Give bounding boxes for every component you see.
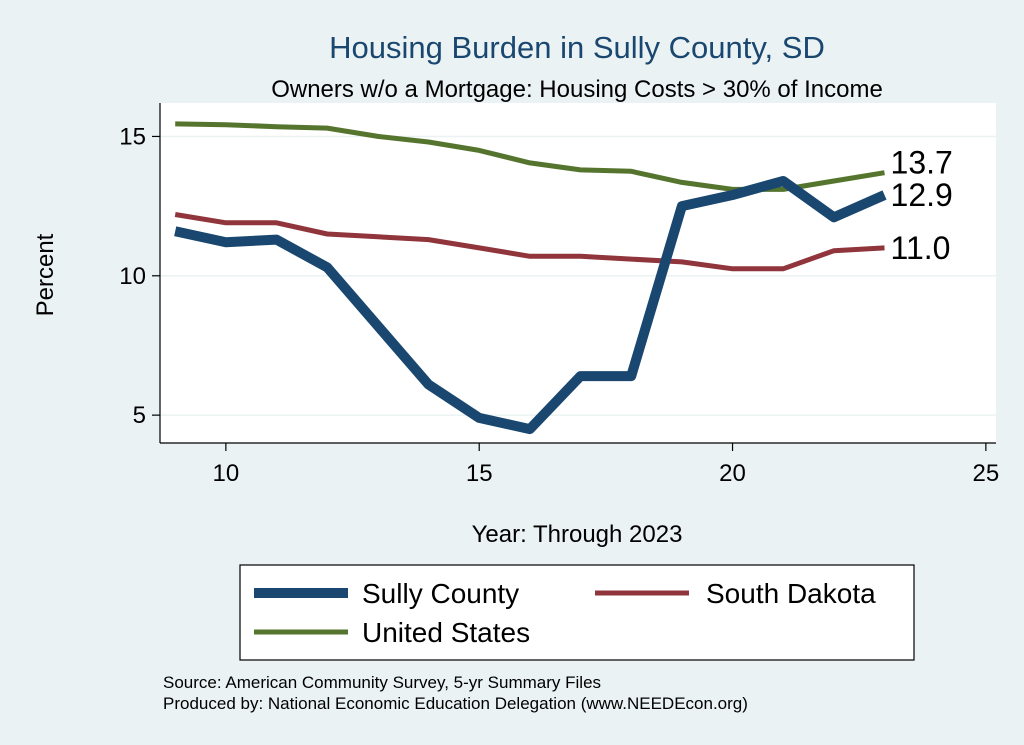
x-tick-label: 10: [213, 460, 240, 487]
legend-box: [239, 564, 915, 661]
series-lines: [174, 121, 887, 435]
grid-lines: [160, 135, 996, 416]
legend-label-united-states: United States: [362, 617, 530, 648]
legend-label-sully-county: Sully County: [362, 578, 519, 609]
end-labels: 12.9 11.0 13.7: [891, 145, 953, 266]
x-ticks: 10 15 20 25: [213, 443, 1000, 487]
chart-title: Housing Burden in Sully County, SD: [329, 30, 825, 65]
x-tick-label: 15: [466, 460, 493, 487]
source-note: Source: American Community Survey, 5-yr …: [163, 673, 601, 692]
end-label-south-dakota: 11.0: [891, 230, 951, 266]
y-axis-title: Percent: [32, 233, 59, 316]
plot-area: [160, 103, 996, 443]
produced-by-note: Produced by: National Economic Education…: [163, 694, 748, 713]
end-label-united-states: 13.7: [891, 145, 953, 181]
x-axis-title: Year: Through 2023: [472, 521, 683, 548]
series-line-south-dakota: [174, 212, 885, 272]
series-line-sully-county: [174, 176, 887, 435]
x-tick-label: 25: [973, 460, 1000, 487]
y-ticks: 5 10 15: [119, 123, 160, 429]
x-tick-label: 20: [719, 460, 746, 487]
y-tick-label: 15: [119, 123, 146, 150]
end-label-sully-county: 12.9: [891, 177, 953, 213]
chart-subtitle: Owners w/o a Mortgage: Housing Costs > 3…: [271, 76, 883, 103]
legend-label-south-dakota: South Dakota: [706, 578, 876, 609]
y-tick-label: 5: [133, 402, 146, 429]
y-tick-label: 10: [119, 263, 146, 290]
legend: Sully County South Dakota United States: [239, 564, 915, 661]
